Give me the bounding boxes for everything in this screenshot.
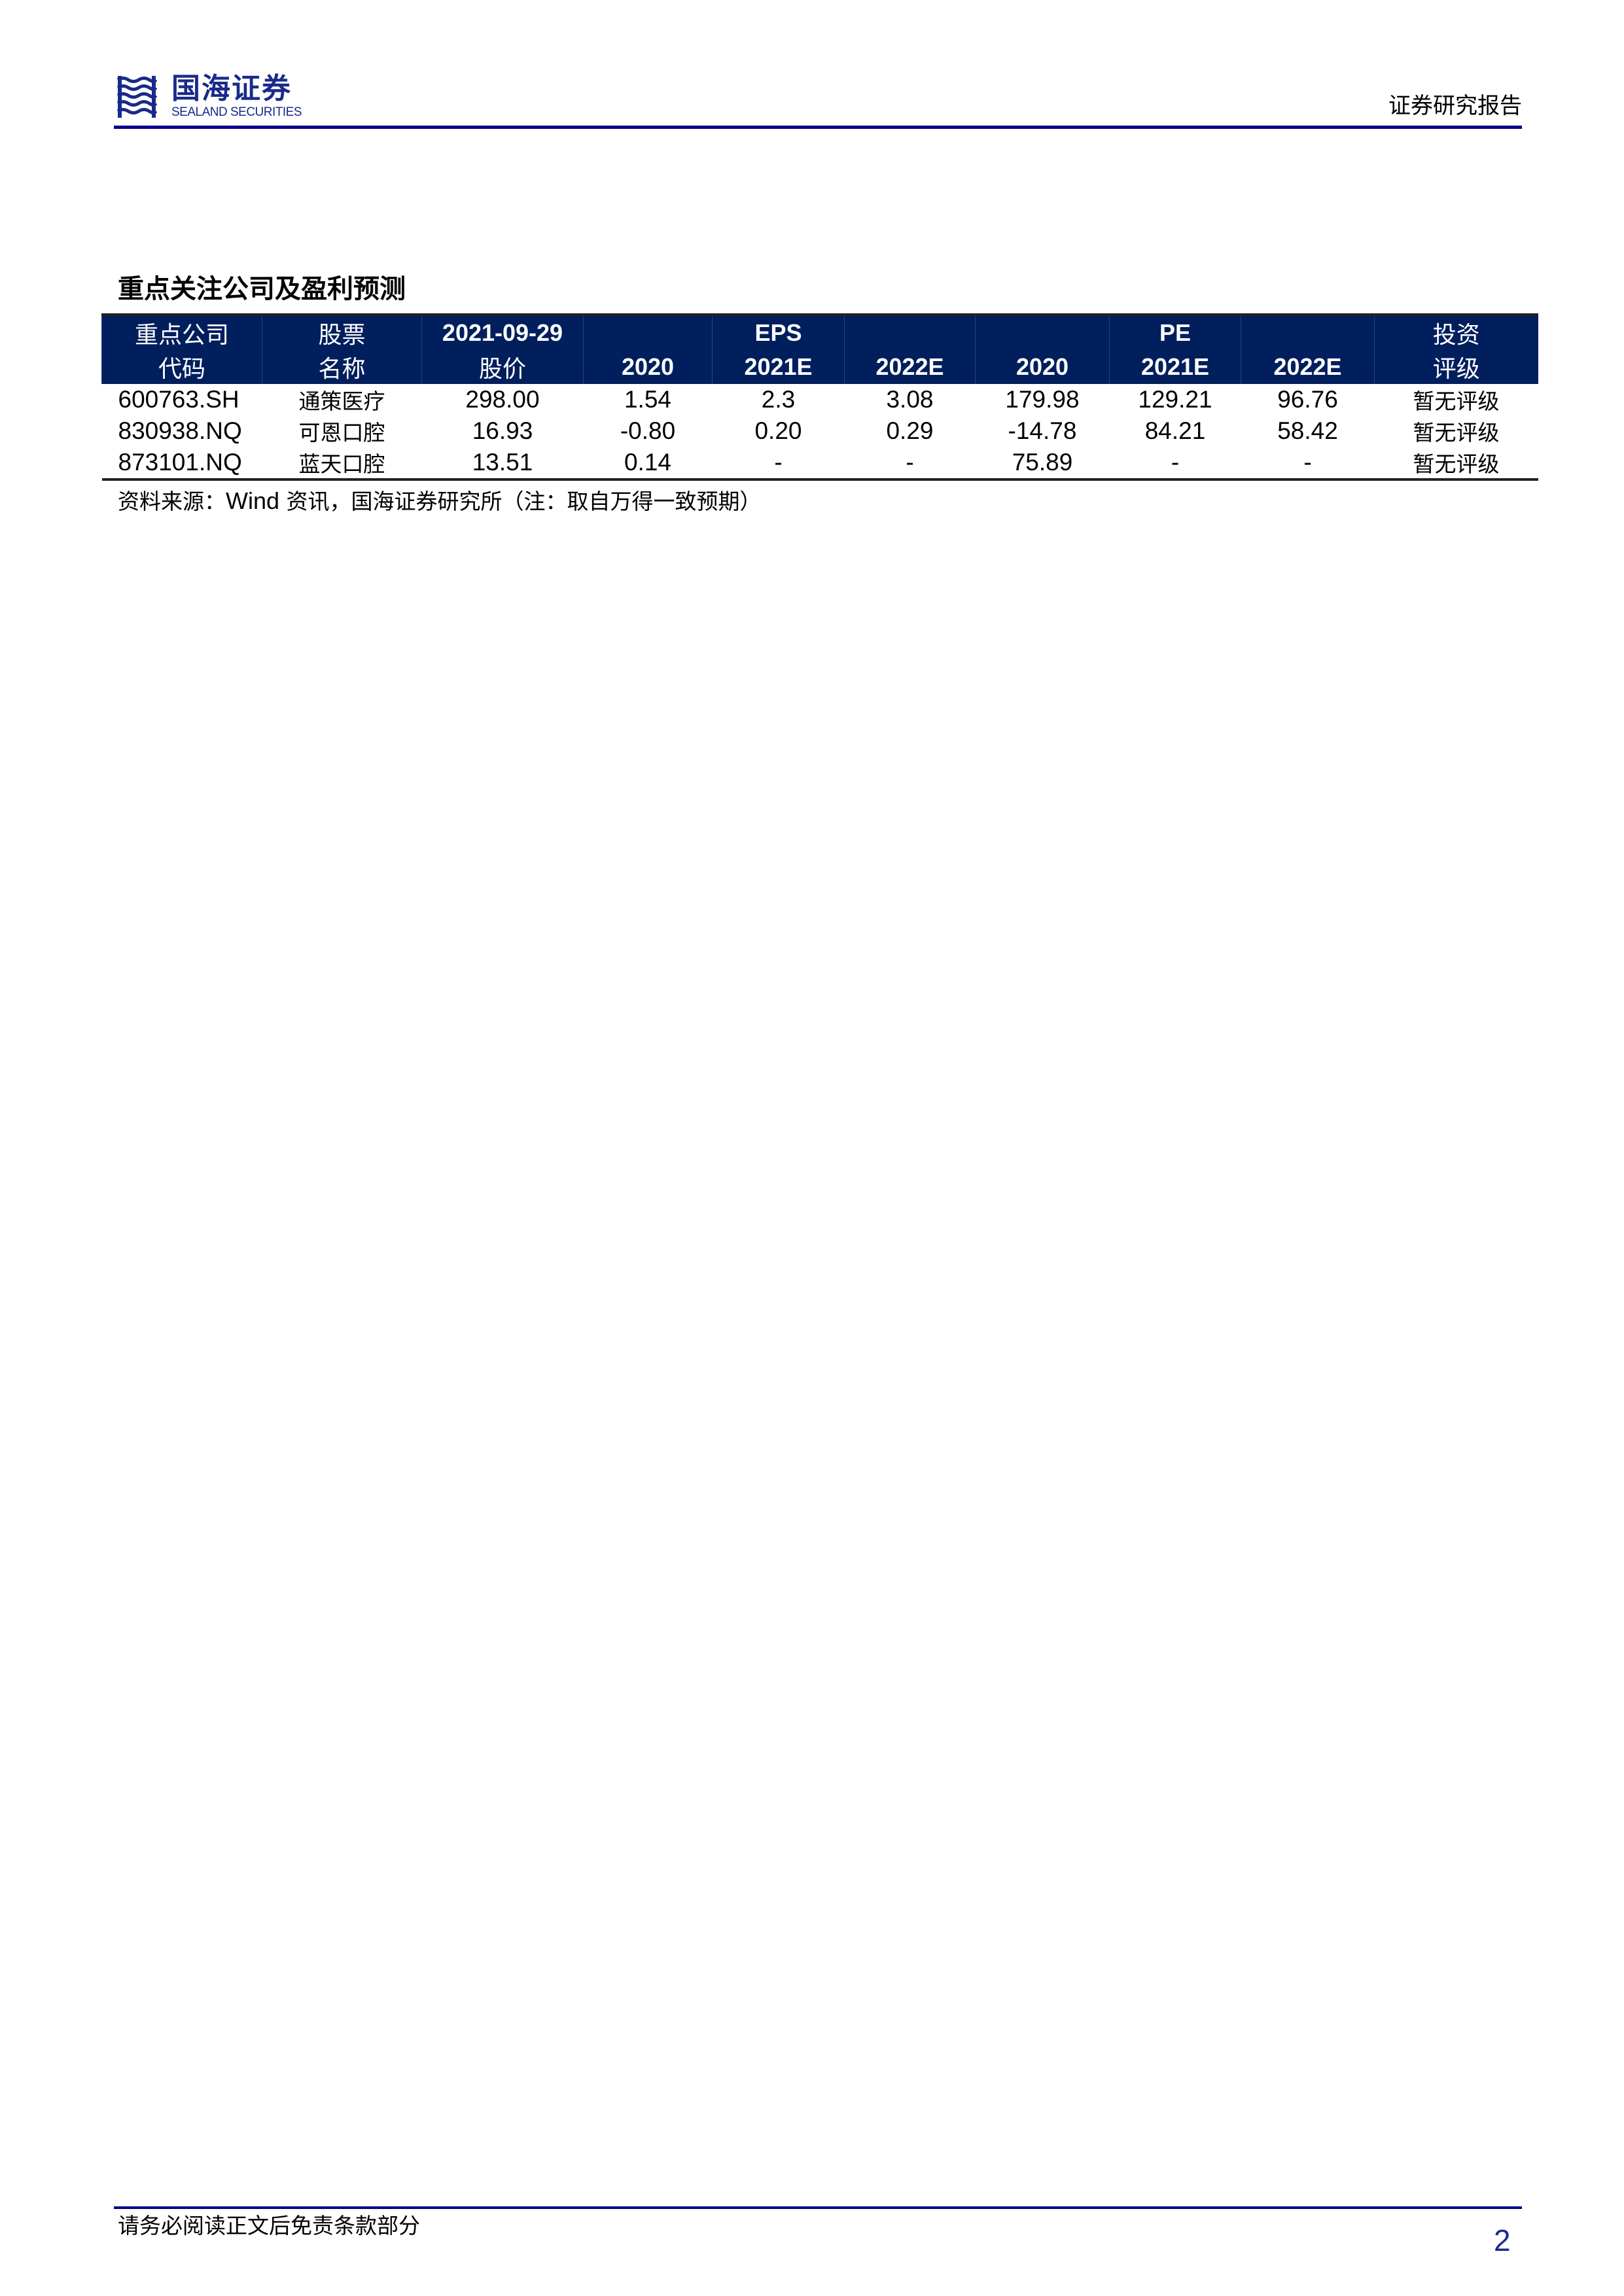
stock-name-cell: 通策医疗	[298, 389, 385, 414]
value-cell: 13.51	[421, 447, 584, 481]
value-cell: 0.14	[583, 447, 713, 481]
rating-cell: 暂无评级	[1413, 389, 1500, 414]
value-cell: 2.3	[761, 386, 796, 413]
value-cell: 129.21	[1138, 386, 1212, 413]
value-cell: 3.08	[886, 386, 934, 413]
value-cell: 75.89	[975, 447, 1110, 481]
header-cell	[1241, 313, 1375, 350]
table-row: 600763.SH 通策医疗 298.00 1.54 2.3 3.08 179.98 129.…	[102, 384, 1538, 415]
stock-name-cell: 蓝天口腔	[262, 447, 422, 481]
page-number: 2	[1494, 2223, 1511, 2257]
value-cell: -	[1109, 447, 1241, 481]
earnings-forecast-table: 重点公司 股票 2021-09-29 EPS PE 投资 代码 名称 股价 20…	[101, 313, 1538, 481]
document-type-label: 证券研究报告	[1388, 93, 1522, 119]
header-divider	[114, 126, 1522, 129]
stock-name-cell: 可恩口腔	[298, 420, 385, 445]
table-header-row-1: 重点公司 股票 2021-09-29 EPS PE 投资	[101, 313, 1538, 350]
header-cell: 重点公司	[101, 313, 262, 350]
value-cell: 0.29	[886, 417, 934, 444]
header-cell: 2021E	[1109, 350, 1241, 384]
source-note-prefix: 资料来源：	[118, 489, 226, 514]
header-cell-pe: PE	[1109, 313, 1241, 350]
logo-english-name: SEALAND SECURITIES	[171, 105, 302, 119]
value-cell: 16.93	[472, 417, 533, 444]
value-cell: -	[712, 447, 845, 481]
value-cell: 58.42	[1277, 417, 1338, 444]
stock-code-cell: 873101.NQ	[101, 447, 262, 481]
source-note: 资料来源：Wind 资讯，国海证券研究所（注：取自万得一致预期）	[118, 487, 762, 516]
header-cell: 名称	[262, 350, 422, 384]
value-cell: 96.76	[1277, 386, 1338, 413]
value-cell: 298.00	[465, 386, 540, 413]
value-cell: -0.80	[620, 417, 676, 444]
value-cell: 179.98	[1005, 386, 1080, 413]
footer-divider	[114, 2206, 1522, 2209]
logo-chinese-name: 国海证券	[171, 72, 292, 105]
header-cell: 评级	[1374, 350, 1538, 384]
header-cell: 2021-09-29	[421, 313, 584, 350]
source-note-wind: Wind	[226, 487, 280, 514]
header-cell	[975, 313, 1110, 350]
header-cell: 2022E	[1241, 350, 1375, 384]
stock-code-cell: 830938.NQ	[118, 417, 242, 444]
value-cell: 84.21	[1144, 417, 1206, 444]
disclaimer-notice: 请务必阅读正文后免责条款部分	[118, 2213, 420, 2238]
header-cell: 2020	[975, 350, 1110, 384]
stock-code-cell: 600763.SH	[118, 386, 239, 413]
value-cell: 1.54	[624, 386, 671, 413]
header-cell: 股票	[262, 313, 422, 350]
header-cell: 2022E	[844, 350, 976, 384]
header-cell: 2021E	[712, 350, 845, 384]
header-cell	[844, 313, 976, 350]
sealand-logo-icon	[116, 76, 157, 118]
rating-cell: 暂无评级	[1413, 420, 1500, 445]
table-row: 873101.NQ 蓝天口腔 13.51 0.14- -75.89- - 暂无评级	[101, 447, 1538, 481]
table-title: 重点关注公司及盈利预测	[118, 273, 406, 304]
source-note-suffix: 资讯，国海证券研究所（注：取自万得一致预期）	[279, 489, 762, 514]
header-cell: 代码	[101, 350, 262, 384]
header-cell-eps: EPS	[712, 313, 845, 350]
value-cell: 0.20	[754, 417, 802, 444]
header-cell: 2020	[583, 350, 713, 384]
value-cell: -	[844, 447, 976, 481]
table-header-row-2: 代码 名称 股价 2020 2021E 2022E 2020 2021E 202…	[101, 350, 1538, 384]
value-cell: -	[1241, 447, 1375, 481]
table-row: 830938.NQ 可恩口腔 16.93 -0.80 0.20 0.29 -14.78 84.…	[102, 415, 1538, 447]
header-cell: 投资	[1374, 313, 1538, 350]
header-cell: 股价	[421, 350, 584, 384]
header-cell	[583, 313, 713, 350]
value-cell: -14.78	[1008, 417, 1077, 444]
rating-cell: 暂无评级	[1374, 447, 1538, 481]
